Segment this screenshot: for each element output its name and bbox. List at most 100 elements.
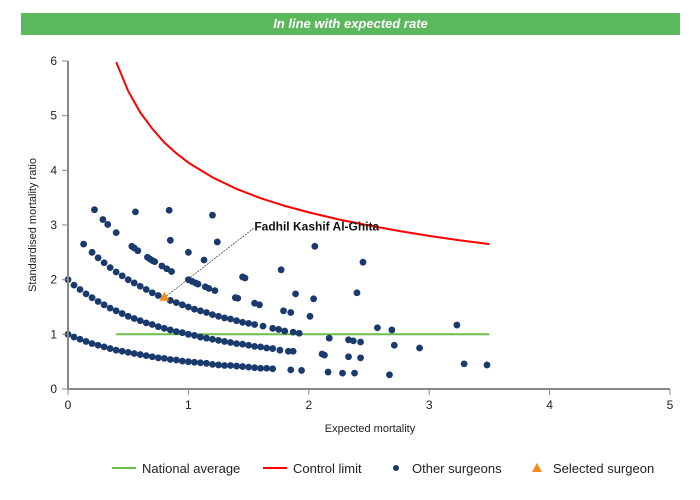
other-surgeon-point[interactable] <box>124 276 132 284</box>
other-surgeon-point[interactable] <box>178 329 186 337</box>
other-surgeon-point[interactable] <box>178 301 186 309</box>
other-surgeon-point[interactable] <box>357 338 364 346</box>
other-surgeon-point[interactable] <box>289 328 297 336</box>
other-surgeon-point[interactable] <box>245 320 253 327</box>
other-surgeon-point[interactable] <box>94 341 102 349</box>
other-surgeon-point[interactable] <box>112 346 120 354</box>
other-surgeon-point[interactable] <box>245 341 253 349</box>
other-surgeon-point[interactable] <box>154 292 162 299</box>
other-surgeon-point[interactable] <box>205 285 213 292</box>
other-surgeon-point[interactable] <box>118 310 126 317</box>
other-surgeon-point[interactable] <box>172 356 180 364</box>
other-surgeon-point[interactable] <box>106 304 114 312</box>
other-surgeon-point[interactable] <box>88 340 96 348</box>
other-surgeon-point[interactable] <box>277 266 285 274</box>
other-surgeon-point[interactable] <box>416 344 423 352</box>
other-surgeon-point[interactable] <box>185 303 192 311</box>
other-surgeon-point[interactable] <box>91 206 98 214</box>
other-surgeon-point[interactable] <box>324 368 332 376</box>
other-surgeon-point[interactable] <box>151 258 159 266</box>
other-surgeon-point[interactable] <box>154 323 162 331</box>
other-surgeon-point[interactable] <box>94 254 102 262</box>
other-surgeon-point[interactable] <box>351 369 358 377</box>
other-surgeon-point[interactable] <box>197 333 204 341</box>
other-surgeon-point[interactable] <box>353 289 361 297</box>
other-surgeon-point[interactable] <box>321 351 328 359</box>
other-surgeon-point[interactable] <box>251 364 259 372</box>
other-surgeon-point[interactable] <box>191 358 198 366</box>
other-surgeon-point[interactable] <box>106 264 114 272</box>
other-surgeon-point[interactable] <box>209 335 216 343</box>
other-surgeon-point[interactable] <box>118 272 126 280</box>
other-surgeon-point[interactable] <box>100 301 108 309</box>
other-surgeon-point[interactable] <box>215 361 222 369</box>
other-surgeon-point[interactable] <box>76 286 84 293</box>
other-surgeon-point[interactable] <box>160 354 168 362</box>
other-surgeon-point[interactable] <box>306 312 314 320</box>
other-surgeon-point[interactable] <box>281 327 289 335</box>
other-surgeon-point[interactable] <box>345 353 352 361</box>
other-surgeon-point[interactable] <box>100 259 108 267</box>
other-surgeon-point[interactable] <box>284 347 292 355</box>
other-surgeon-point[interactable] <box>386 371 393 379</box>
other-surgeon-point[interactable] <box>213 238 221 246</box>
other-surgeon-point[interactable] <box>311 242 319 250</box>
other-surgeon-point[interactable] <box>221 362 228 369</box>
other-surgeon-point[interactable] <box>239 363 246 370</box>
other-surgeon-point[interactable] <box>233 317 240 325</box>
other-surgeon-point[interactable] <box>124 348 132 356</box>
other-surgeon-point[interactable] <box>269 345 277 352</box>
other-surgeon-point[interactable] <box>154 354 162 362</box>
other-surgeon-point[interactable] <box>203 334 210 342</box>
other-surgeon-point[interactable] <box>374 324 381 332</box>
other-surgeon-point[interactable] <box>185 358 192 366</box>
other-surgeon-point[interactable] <box>136 317 144 325</box>
other-surgeon-point[interactable] <box>287 309 295 316</box>
other-surgeon-point[interactable] <box>82 290 90 298</box>
other-surgeon-point[interactable] <box>82 338 90 345</box>
other-surgeon-point[interactable] <box>100 343 108 351</box>
other-surgeon-point[interactable] <box>215 312 222 320</box>
other-surgeon-point[interactable] <box>259 322 267 330</box>
other-surgeon-point[interactable] <box>292 290 299 298</box>
other-surgeon-point[interactable] <box>325 334 333 342</box>
other-surgeon-point[interactable] <box>215 336 222 344</box>
other-surgeon-point[interactable] <box>88 248 96 256</box>
other-surgeon-point[interactable] <box>172 299 180 307</box>
other-surgeon-point[interactable] <box>269 365 277 373</box>
other-surgeon-point[interactable] <box>263 364 271 372</box>
other-surgeon-point[interactable] <box>227 339 234 346</box>
other-surgeon-point[interactable] <box>142 286 150 293</box>
other-surgeon-point[interactable] <box>221 314 228 322</box>
other-surgeon-point[interactable] <box>148 289 156 297</box>
other-surgeon-point[interactable] <box>298 367 305 374</box>
other-surgeon-point[interactable] <box>390 341 398 349</box>
other-surgeon-point[interactable] <box>94 298 102 305</box>
other-surgeon-point[interactable] <box>112 268 120 276</box>
other-surgeon-point[interactable] <box>359 258 367 266</box>
other-surgeon-point[interactable] <box>166 326 174 334</box>
other-surgeon-point[interactable] <box>256 301 263 309</box>
other-surgeon-point[interactable] <box>245 363 253 371</box>
other-surgeon-point[interactable] <box>221 338 228 345</box>
other-surgeon-point[interactable] <box>233 362 240 370</box>
other-surgeon-point[interactable] <box>142 319 150 327</box>
other-surgeon-point[interactable] <box>148 321 156 328</box>
other-surgeon-point[interactable] <box>130 350 138 357</box>
other-surgeon-point[interactable] <box>70 333 78 341</box>
other-surgeon-point[interactable] <box>460 360 468 368</box>
other-surgeon-point[interactable] <box>118 347 126 355</box>
other-surgeon-point[interactable] <box>185 330 192 338</box>
other-surgeon-point[interactable] <box>209 361 216 368</box>
other-surgeon-point[interactable] <box>295 329 303 337</box>
other-surgeon-point[interactable] <box>357 354 364 362</box>
other-surgeon-point[interactable] <box>257 364 265 372</box>
other-surgeon-point[interactable] <box>269 324 277 332</box>
other-surgeon-point[interactable] <box>166 356 174 363</box>
other-surgeon-point[interactable] <box>165 206 173 214</box>
other-surgeon-point[interactable] <box>136 351 144 358</box>
other-surgeon-point[interactable] <box>197 307 204 315</box>
other-surgeon-point[interactable] <box>191 305 198 313</box>
other-surgeon-point[interactable] <box>251 342 259 350</box>
selected-surgeon-point[interactable] <box>159 291 170 301</box>
